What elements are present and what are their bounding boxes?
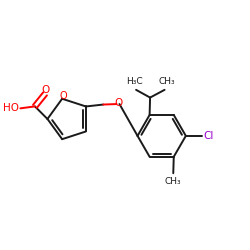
Text: O: O — [60, 90, 67, 101]
Text: CH₃: CH₃ — [158, 77, 175, 86]
Text: O: O — [114, 98, 123, 108]
Text: O: O — [42, 85, 50, 95]
Text: H₃C: H₃C — [126, 77, 142, 86]
Text: HO: HO — [3, 103, 19, 113]
Text: Cl: Cl — [204, 131, 214, 141]
Text: CH₃: CH₃ — [165, 177, 182, 186]
